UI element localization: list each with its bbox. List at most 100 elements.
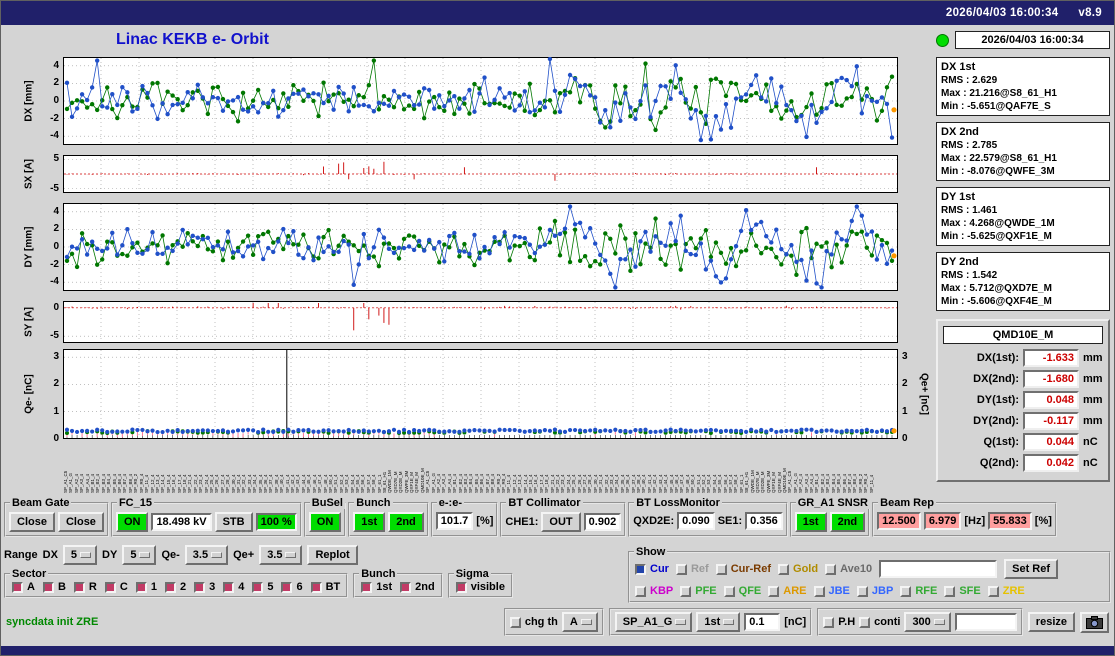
checkbox-label: 3 <box>209 581 216 593</box>
range-dy-select[interactable]: 5 <box>122 545 157 565</box>
replot-button[interactable]: Replot <box>307 545 358 565</box>
checkbox-zre[interactable]: ZRE <box>987 585 1025 597</box>
x-axis-label: SP_31_4 <box>598 474 604 493</box>
blank-entry[interactable] <box>954 613 1017 631</box>
y-tick: 1 <box>902 405 908 417</box>
busel-on-button[interactable]: ON <box>308 512 342 532</box>
monitor-row-label: DY(1st): <box>976 394 1019 406</box>
stat-max: Max : 21.216@S8_61_H1 <box>941 88 1057 99</box>
checkbox-ave10[interactable]: Ave10 <box>825 563 872 575</box>
che1-out-button[interactable]: OUT <box>541 512 581 532</box>
control-panel: Beam Gate Close Close FC_15 ON 18.498 kV… <box>1 495 1114 636</box>
checkbox-kbp[interactable]: KBP <box>635 585 673 597</box>
group-label: BT LossMonitor <box>634 497 722 509</box>
x-axis-label: SP_40_4 <box>279 474 285 493</box>
monitor-row-label: Q(2nd): <box>979 457 1019 469</box>
show-checkbox-list-1: Cur Ref Cur-Ref Gold Ave10 <box>635 563 872 575</box>
checkbox-label: Gold <box>793 563 819 575</box>
checkbox-visible[interactable]: visible <box>455 581 505 593</box>
x-axis-label: SP_28_4 <box>587 474 593 493</box>
checkbox-c[interactable]: C <box>104 581 128 593</box>
checkbox-rfe[interactable]: RFE <box>900 585 937 597</box>
x-axis-label: SP_23_4 <box>560 474 566 493</box>
threshold-entry[interactable]: 0.1 <box>744 613 781 631</box>
checkbox-indicator <box>252 581 264 593</box>
checkbox-jbe[interactable]: JBE <box>813 585 850 597</box>
set-ref-button[interactable]: Set Ref <box>1004 559 1059 579</box>
checkbox-bt[interactable]: BT <box>310 581 340 593</box>
checkbox-cur[interactable]: Cur <box>635 563 669 575</box>
x-axis-label: QWDE_1M <box>387 470 393 493</box>
checkbox-are[interactable]: ARE <box>768 585 807 597</box>
x-axis-label: SP_18_4 <box>544 474 550 493</box>
checkbox-a[interactable]: A <box>12 581 35 593</box>
system-message: syncdata init ZRE <box>6 616 99 628</box>
checkbox-label: 2nd <box>415 581 435 593</box>
y-tick: 1 <box>53 405 59 417</box>
checkbox-sfe[interactable]: SFE <box>944 585 981 597</box>
fc15-stb-button[interactable]: STB <box>214 512 253 532</box>
checkbox-label: R <box>88 581 97 593</box>
x-axis-label: SP_R0_2 <box>133 473 139 493</box>
range-qem-select[interactable]: 3.5 <box>184 545 229 565</box>
device-select[interactable]: SP_A1_G <box>614 612 693 632</box>
checkbox-ph[interactable]: P.H <box>823 616 855 628</box>
range-dx-select[interactable]: 5 <box>62 545 98 565</box>
checkbox-indicator <box>635 585 646 597</box>
stat-group-dx-2nd: DX 2nd RMS : 2.785 Max : 22.579@S8_61_H1… <box>936 122 1110 181</box>
monitor-row: DX(2nd): -1.680 mm <box>943 370 1103 388</box>
checkbox-indicator <box>987 585 999 597</box>
checkbox-indicator <box>135 581 147 593</box>
x-axis-label: SP_56_4 <box>360 474 366 493</box>
checkbox-5[interactable]: 5 <box>252 581 273 593</box>
checkbox-indicator <box>768 585 780 597</box>
checkbox-b[interactable]: B <box>42 581 66 593</box>
fc15-kv-value: 18.498 kV <box>151 513 212 531</box>
plot-area-dy <box>63 203 898 291</box>
checkbox-cur-ref[interactable]: Cur-Ref <box>715 563 771 575</box>
checkbox-4[interactable]: 4 <box>223 581 244 593</box>
monitor-row-unit: mm <box>1083 394 1103 406</box>
checkbox-2nd[interactable]: 2nd <box>400 581 435 593</box>
x-axis-label: SP_16_4 <box>171 474 177 493</box>
control-row-1: Beam Gate Close Close FC_15 ON 18.498 kV… <box>4 496 1111 537</box>
checkbox-chg-th[interactable]: chg th <box>509 616 558 628</box>
checkbox-conti[interactable]: conti <box>859 616 900 628</box>
checkbox-qfe[interactable]: QFE <box>723 585 761 597</box>
range-qem-label: Qe- <box>161 549 180 561</box>
monitor-row-label: DX(1st): <box>976 352 1019 364</box>
checkbox-ref[interactable]: Ref <box>675 563 709 575</box>
checkbox-1[interactable]: 1 <box>135 581 157 593</box>
camera-button[interactable] <box>1080 611 1109 633</box>
checkbox-r[interactable]: R <box>73 581 97 593</box>
checkbox-jbp[interactable]: JBP <box>856 585 893 597</box>
interval-select[interactable]: 300 <box>904 612 951 632</box>
bunch-select[interactable]: 1st <box>696 612 741 632</box>
checkbox-2[interactable]: 2 <box>164 581 186 593</box>
checkbox-pfe[interactable]: PFE <box>680 585 717 597</box>
checkbox-1st[interactable]: 1st <box>361 581 392 593</box>
snsr-1st-button[interactable]: 1st <box>794 512 827 532</box>
sector-row: Sector A B R C 1 2 3 4 5 6 BT Bunch 1st 2nd Sigma v… <box>4 565 624 598</box>
x-axis-label: SP_16_4 <box>533 474 539 493</box>
stat-min: Min : -8.076@QWFE_3M <box>941 166 1055 177</box>
sigma-checkbox-list: visible <box>455 581 505 593</box>
beam-gate-close-1-button[interactable]: Close <box>9 512 55 532</box>
range-qep-select[interactable]: 3.5 <box>259 545 303 565</box>
ee-ratio-value: 101.7 <box>435 512 474 530</box>
fc15-on-button[interactable]: ON <box>115 512 149 532</box>
checkbox-6[interactable]: 6 <box>281 581 303 593</box>
bunch-1st-button[interactable]: 1st <box>353 512 386 532</box>
bunch-2nd-button[interactable]: 2nd <box>388 512 424 532</box>
group-label: Show <box>634 546 668 558</box>
snsr-2nd-button[interactable]: 2nd <box>829 512 866 532</box>
checkbox-3[interactable]: 3 <box>194 581 215 593</box>
se1-label: SE1: <box>717 515 743 527</box>
checkbox-gold[interactable]: Gold <box>778 563 818 575</box>
set-ref-input[interactable] <box>879 560 998 578</box>
y-tick: -4 <box>50 130 59 142</box>
resize-button[interactable]: resize <box>1027 612 1075 632</box>
beam-gate-close-2-button[interactable]: Close <box>57 512 104 532</box>
section-select[interactable]: A <box>561 612 598 632</box>
